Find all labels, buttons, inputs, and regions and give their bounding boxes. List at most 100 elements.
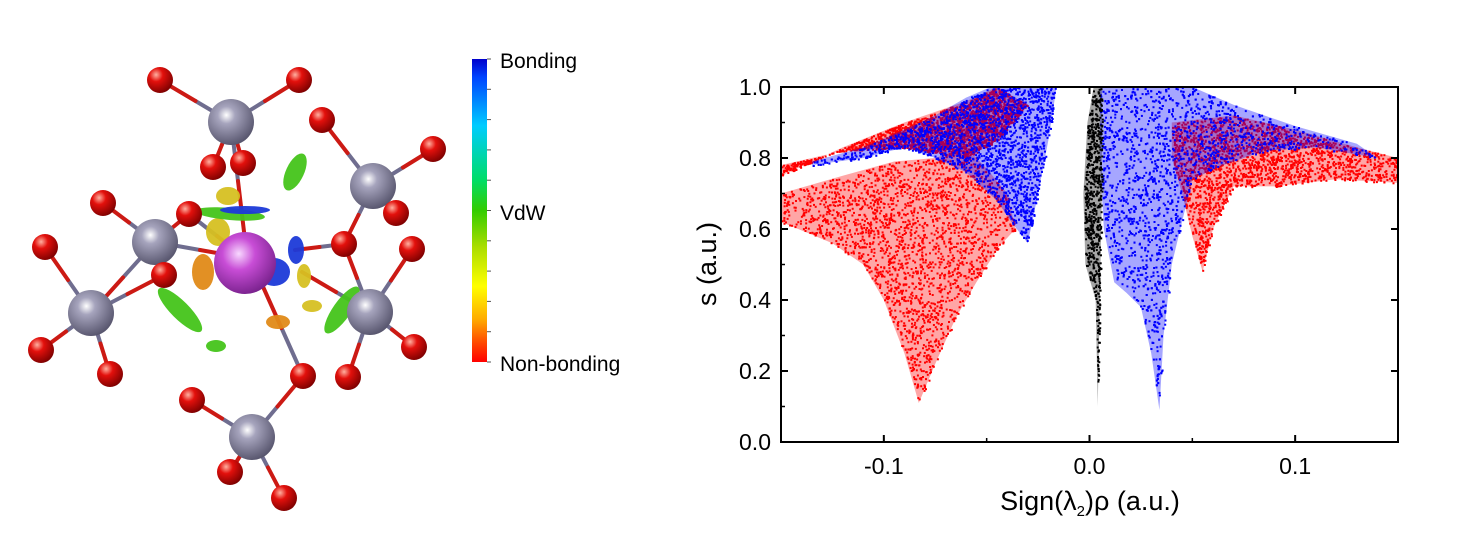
data-point bbox=[848, 203, 851, 206]
data-point bbox=[1010, 96, 1013, 99]
data-point bbox=[959, 104, 962, 107]
data-point bbox=[872, 255, 875, 258]
data-point bbox=[835, 185, 838, 188]
data-point bbox=[959, 237, 962, 240]
data-point bbox=[921, 239, 924, 242]
data-point bbox=[972, 163, 975, 166]
data-point bbox=[950, 242, 952, 245]
data-point bbox=[946, 210, 949, 213]
data-point bbox=[912, 192, 915, 195]
data-point bbox=[930, 316, 933, 319]
data-point bbox=[867, 193, 869, 196]
data-point bbox=[970, 126, 973, 129]
data-point bbox=[979, 261, 982, 264]
data-point bbox=[876, 210, 879, 213]
data-point bbox=[843, 216, 846, 219]
data-point bbox=[889, 314, 892, 317]
data-point bbox=[1011, 121, 1014, 124]
data-point bbox=[923, 222, 926, 225]
data-point bbox=[902, 345, 905, 348]
data-point bbox=[948, 139, 951, 142]
data-point bbox=[927, 266, 930, 269]
data-point bbox=[948, 153, 951, 156]
data-point bbox=[888, 183, 890, 186]
data-point bbox=[990, 214, 993, 216]
data-point bbox=[898, 185, 901, 188]
data-point bbox=[1002, 241, 1005, 244]
data-point bbox=[938, 349, 941, 352]
data-point bbox=[914, 237, 917, 240]
data-point bbox=[1002, 120, 1005, 123]
data-point bbox=[886, 292, 889, 295]
data-point bbox=[800, 161, 803, 164]
data-point bbox=[926, 313, 929, 316]
data-point bbox=[915, 138, 918, 141]
data-point bbox=[938, 235, 941, 238]
data-point bbox=[967, 220, 969, 223]
data-point bbox=[986, 98, 989, 101]
data-point bbox=[950, 154, 953, 157]
data-point bbox=[915, 169, 918, 172]
data-point bbox=[866, 189, 869, 192]
data-point bbox=[869, 205, 872, 208]
data-point bbox=[959, 242, 962, 245]
data-point bbox=[913, 245, 916, 248]
isosurface-region bbox=[220, 206, 270, 214]
data-point bbox=[896, 328, 899, 331]
data-point bbox=[911, 322, 913, 325]
data-point bbox=[968, 142, 970, 145]
data-point bbox=[877, 177, 880, 180]
data-point bbox=[929, 143, 932, 146]
data-point bbox=[993, 204, 996, 207]
data-point bbox=[919, 360, 922, 363]
data-point bbox=[926, 140, 929, 143]
data-point bbox=[800, 166, 803, 169]
data-point bbox=[826, 211, 829, 213]
data-point bbox=[977, 238, 980, 241]
data-point bbox=[930, 232, 933, 235]
data-point bbox=[919, 187, 922, 190]
data-point bbox=[895, 233, 898, 236]
data-point bbox=[953, 232, 956, 234]
data-point bbox=[1025, 104, 1028, 107]
data-point bbox=[963, 111, 966, 114]
data-point bbox=[924, 174, 927, 177]
data-point bbox=[907, 311, 910, 314]
data-point bbox=[970, 211, 973, 214]
data-point bbox=[942, 149, 945, 152]
data-point bbox=[959, 287, 962, 290]
data-point bbox=[897, 324, 900, 327]
data-point bbox=[815, 189, 818, 191]
data-point bbox=[838, 193, 841, 196]
data-point bbox=[914, 336, 917, 339]
data-point bbox=[851, 240, 854, 243]
data-point bbox=[894, 193, 897, 195]
data-point bbox=[929, 372, 932, 375]
data-point bbox=[909, 194, 912, 196]
data-point bbox=[820, 232, 823, 235]
data-point bbox=[996, 248, 999, 251]
data-point bbox=[850, 145, 853, 148]
data-point bbox=[919, 146, 922, 149]
data-point bbox=[870, 137, 873, 140]
data-point bbox=[947, 116, 950, 119]
data-point bbox=[993, 113, 996, 115]
data-point bbox=[878, 206, 881, 209]
data-point bbox=[911, 318, 914, 321]
data-point bbox=[885, 297, 888, 300]
data-point bbox=[821, 156, 824, 159]
data-point bbox=[910, 180, 913, 183]
data-point bbox=[910, 225, 913, 228]
data-point bbox=[921, 313, 924, 316]
data-point bbox=[909, 234, 912, 237]
data-point bbox=[961, 161, 964, 164]
data-point bbox=[878, 196, 881, 199]
data-point bbox=[783, 164, 786, 167]
data-point bbox=[900, 140, 903, 143]
data-point bbox=[934, 116, 937, 119]
data-point bbox=[995, 244, 998, 247]
oxygen-atom bbox=[200, 154, 226, 180]
data-point bbox=[967, 185, 969, 188]
data-point bbox=[909, 330, 912, 333]
data-point bbox=[941, 167, 944, 170]
